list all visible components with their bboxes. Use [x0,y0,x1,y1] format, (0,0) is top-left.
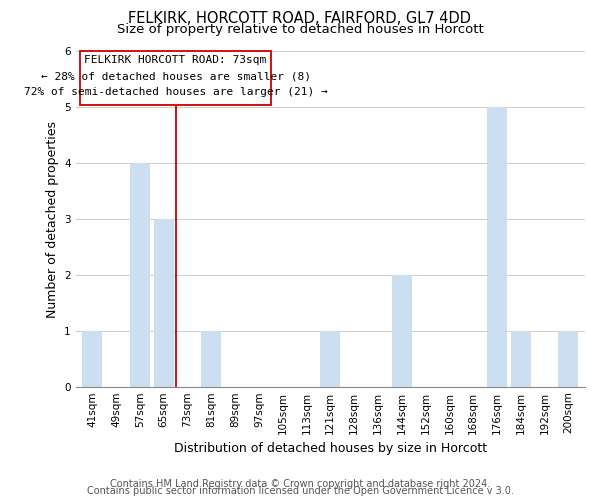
Text: Contains public sector information licensed under the Open Government Licence v : Contains public sector information licen… [86,486,514,496]
Text: 72% of semi-detached houses are larger (21) →: 72% of semi-detached houses are larger (… [24,86,328,97]
Bar [130,163,150,386]
Text: FELKIRK, HORCOTT ROAD, FAIRFORD, GL7 4DD: FELKIRK, HORCOTT ROAD, FAIRFORD, GL7 4DD [128,11,472,26]
Text: Size of property relative to detached houses in Horcott: Size of property relative to detached ho… [116,22,484,36]
Text: FELKIRK HORCOTT ROAD: 73sqm: FELKIRK HORCOTT ROAD: 73sqm [85,56,267,66]
Bar [320,331,340,386]
Bar [201,331,221,386]
Bar [487,108,507,386]
Y-axis label: Number of detached properties: Number of detached properties [46,120,59,318]
FancyBboxPatch shape [80,52,271,104]
Bar [558,331,578,386]
Bar [154,219,174,386]
Text: Contains HM Land Registry data © Crown copyright and database right 2024.: Contains HM Land Registry data © Crown c… [110,479,490,489]
Text: ← 28% of detached houses are smaller (8): ← 28% of detached houses are smaller (8) [41,71,311,81]
Bar [82,331,103,386]
X-axis label: Distribution of detached houses by size in Horcott: Distribution of detached houses by size … [174,442,487,455]
Bar [511,331,531,386]
Bar [392,275,412,386]
